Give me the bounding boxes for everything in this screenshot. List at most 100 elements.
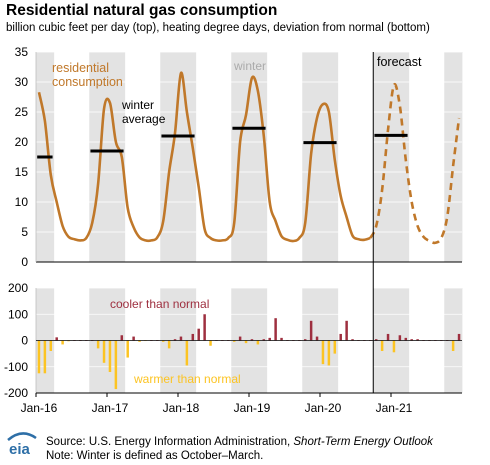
- winter-average-layer: [37, 126, 408, 159]
- hdd-bar: [333, 340, 337, 354]
- winter-label: winter: [233, 59, 266, 73]
- hdd-bar: [37, 340, 41, 374]
- hdd-bar: [327, 340, 331, 366]
- hdd-bar: [315, 336, 319, 341]
- hdd-bar: [351, 339, 354, 341]
- hdd-bar: [161, 340, 165, 342]
- winter-shade-top: [107, 52, 114, 262]
- hdd-bar: [209, 340, 212, 346]
- hdd-bar: [457, 333, 461, 341]
- bottom-y-tick-label: 200: [8, 281, 28, 295]
- hdd-bar: [185, 340, 189, 366]
- top-y-tick-label: 5: [21, 225, 28, 239]
- series-label-line2: consumption: [52, 75, 123, 89]
- page-subtitle: billion cubic feet per day (top), heatin…: [6, 22, 430, 34]
- x-tick-label: Jan-16: [21, 401, 58, 415]
- winter-shade-top: [178, 52, 185, 262]
- winter-shade-top: [373, 52, 380, 262]
- series-label-line1: residential: [52, 61, 109, 75]
- source-prefix: Source: U.S. Energy Information Administ…: [46, 436, 294, 448]
- hdd-bar: [167, 340, 171, 349]
- hdd-bar: [280, 337, 283, 341]
- hdd-bar: [138, 340, 141, 342]
- hdd-bar: [244, 340, 248, 344]
- hdd-bar: [126, 340, 129, 358]
- hdd-bar: [451, 340, 455, 351]
- hdd-bar: [96, 340, 100, 349]
- winter-note: Note: Winter is defined as October–March…: [46, 450, 264, 462]
- top-y-tick-label: 20: [15, 135, 29, 149]
- winter-shade-top: [385, 52, 392, 262]
- bottom-y-tick-label: -200: [4, 386, 28, 400]
- hdd-bar: [43, 340, 47, 374]
- warmer-label: warmer than normal: [133, 372, 241, 386]
- hdd-bar: [392, 340, 396, 353]
- hdd-bar: [398, 335, 402, 341]
- winter-shade-top: [166, 52, 173, 262]
- chart-footer: Source: U.S. Energy Information Administ…: [46, 435, 433, 463]
- winter-shade-top: [160, 52, 167, 262]
- hdd-bar: [262, 339, 266, 341]
- winter-shade-top: [444, 52, 451, 262]
- hdd-bar: [179, 336, 183, 341]
- source-title: Short-Term Energy Outlook: [293, 436, 433, 448]
- eia-logo-text: eia: [9, 441, 31, 458]
- top-y-tick-label: 35: [15, 45, 29, 59]
- bottom-y-tick-label: 100: [8, 307, 28, 321]
- hdd-bar: [339, 333, 342, 341]
- winter-shade-top: [89, 52, 96, 262]
- winter-shade-top: [379, 52, 386, 262]
- top-y-tick-label: 10: [15, 195, 29, 209]
- winter-shade-top: [112, 52, 120, 262]
- hdd-bar: [410, 339, 413, 341]
- hdd-bar: [191, 333, 195, 341]
- hdd-bar: [61, 340, 64, 345]
- consumption-line-forecast: [369, 82, 461, 245]
- top-y-tick-label: 30: [15, 75, 29, 89]
- winter-shade-top: [325, 52, 333, 262]
- winter-shade-top: [320, 52, 327, 262]
- cooler-label: cooler than normal: [110, 297, 209, 311]
- top-y-tick-label: 15: [15, 165, 29, 179]
- consumption-line-actual: [37, 71, 371, 243]
- hdd-bar: [55, 337, 58, 341]
- x-tick-label: Jan-20: [305, 401, 342, 415]
- winter-shade-top: [302, 52, 309, 262]
- winter-shade-top: [95, 52, 102, 262]
- hdd-bar: [108, 340, 112, 372]
- hdd-bar: [268, 337, 271, 341]
- winter-shade-top: [249, 52, 256, 262]
- hdd-bar: [132, 336, 135, 341]
- hdd-bar: [102, 340, 106, 363]
- x-tick-label: Jan-21: [376, 401, 413, 415]
- winter-shade-top: [260, 52, 268, 262]
- eia-logo-icon: eia: [7, 432, 37, 458]
- hdd-bar: [303, 339, 307, 341]
- hdd-bar: [203, 314, 206, 341]
- bottom-y-tick-label: 0: [21, 334, 28, 348]
- hdd-bar: [120, 335, 124, 341]
- top-y-tick-label: 25: [15, 105, 29, 119]
- hdd-bars: [37, 314, 461, 390]
- hdd-bar: [114, 340, 118, 390]
- average-label-line1: winter: [121, 98, 154, 112]
- consumption-chart: 0 5 10 15 20 25 30 35 -200 -100 0 100 200 Jan-16 Jan-1…: [4, 45, 463, 415]
- average-label-line2: average: [122, 112, 166, 126]
- hdd-bar: [345, 320, 348, 341]
- tick-labels-layer: 0 5 10 15 20 25 30 35 -200 -100 0 100 200 Jan-16 Jan-1…: [4, 45, 413, 415]
- winter-shade-top: [391, 52, 398, 262]
- hdd-bar: [197, 328, 200, 341]
- hdd-bar: [404, 337, 408, 341]
- x-tick-label: Jan-18: [163, 401, 200, 415]
- winter-shade-top: [183, 52, 191, 262]
- hdd-bar: [374, 339, 378, 341]
- hdd-bar: [309, 320, 313, 341]
- bottom-y-tick-label: -100: [4, 360, 28, 374]
- top-y-tick-label: 0: [21, 255, 28, 269]
- winter-shade-top: [254, 52, 262, 262]
- x-tick-label: Jan-19: [234, 401, 271, 415]
- winter-shade-top: [101, 52, 108, 262]
- winter-shade-top: [172, 52, 179, 262]
- hdd-bar: [386, 333, 390, 341]
- hdd-bar: [250, 339, 254, 341]
